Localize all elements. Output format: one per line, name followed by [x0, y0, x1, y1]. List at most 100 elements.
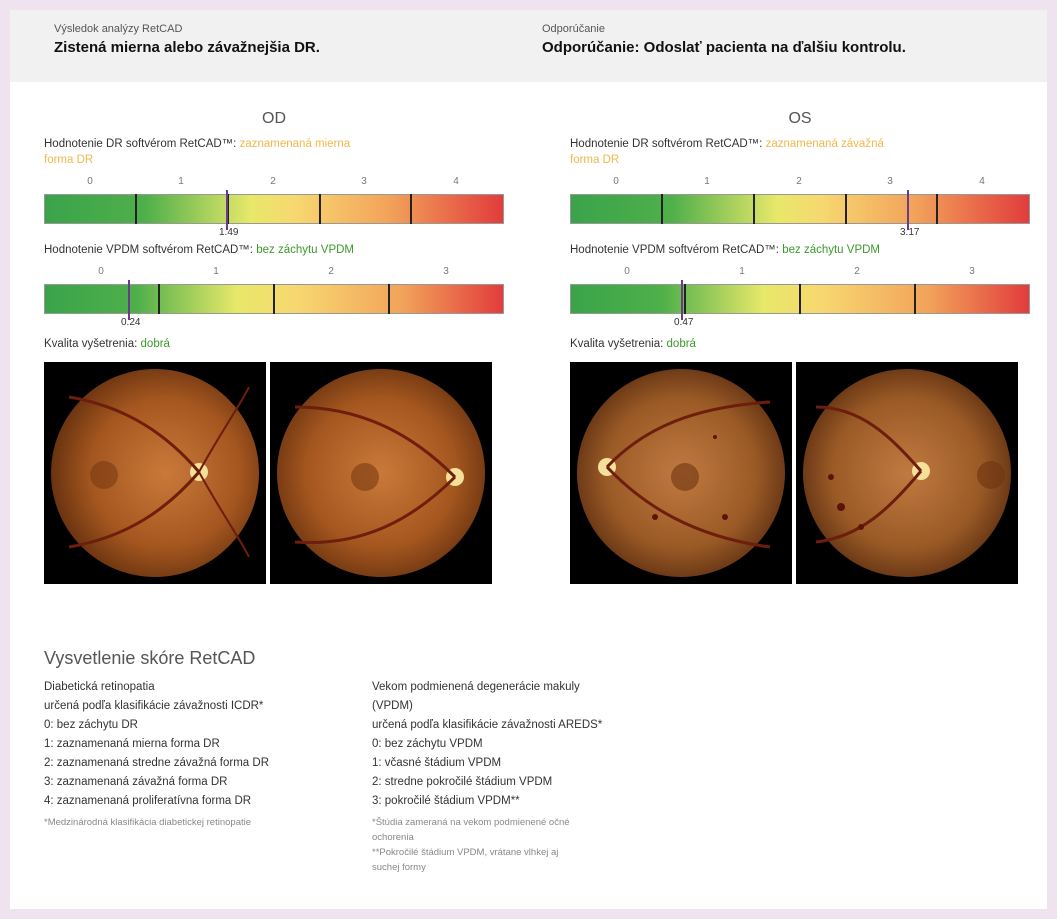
os-vpdm-divider	[684, 284, 686, 314]
result-header: Výsledok analýzy RetCAD Zistená mierna a…	[10, 10, 1047, 82]
os-vpdm-tick-2: 2	[854, 266, 860, 277]
legend-dr: Diabetická retinopatia určená podľa klas…	[44, 678, 364, 830]
od-fundus-image-2[interactable]	[270, 362, 492, 584]
legend-dr-heading: Diabetická retinopatia	[44, 681, 155, 693]
os-dr-divider	[936, 194, 938, 224]
analysis-result-text: Zistená mierna alebo závažnejšia DR.	[54, 39, 320, 56]
legend-vpdm-item: 2: stredne pokročilé štádium VPDM	[372, 776, 553, 788]
legend-vpdm-heading: Vekom podmienená degenerácie makuly	[372, 681, 580, 693]
od-vpdm-heading: Hodnotenie VPDM softvérom RetCAD™: bez z…	[44, 242, 504, 258]
od-column: OD Hodnotenie DR softvérom RetCAD™: zazn…	[44, 110, 504, 584]
fundus-image	[51, 369, 259, 577]
os-title: OS	[788, 110, 812, 127]
os-dr-divider	[845, 194, 847, 224]
os-fundus-image-1[interactable]	[570, 362, 792, 584]
os-vpdm-score-marker	[681, 280, 683, 320]
legend-dr-item: 3: zaznamenaná závažná forma DR	[44, 776, 228, 788]
od-vpdm-divider	[388, 284, 390, 314]
os-quality: Kvalita vyšetrenia: dobrá	[570, 336, 1030, 352]
od-quality: Kvalita vyšetrenia: dobrá	[44, 336, 504, 352]
os-dr-tick-0: 0	[613, 176, 619, 187]
od-vpdm-tick-2: 2	[328, 266, 334, 277]
fundus-image	[803, 369, 1011, 577]
os-vpdm-divider	[799, 284, 801, 314]
legend-dr-note: *Medzinárodná klasifikácia diabetickej r…	[44, 817, 252, 828]
od-dr-divider	[135, 194, 137, 224]
recommendation-block: Odporúčanie Odporúčanie: Odoslať pacient…	[542, 23, 906, 56]
od-quality-value: dobrá	[140, 338, 170, 350]
od-fundus-photos	[44, 362, 504, 584]
os-vpdm-divider	[914, 284, 916, 314]
fundus-image	[277, 369, 485, 577]
os-dr-scale: 0 1 2 3 4 3.17	[570, 172, 1030, 238]
od-vpdm-tick-0: 0	[98, 266, 104, 277]
od-dr-divider	[319, 194, 321, 224]
od-dr-score-value: 1.49	[219, 227, 239, 238]
od-fundus-image-1[interactable]	[44, 362, 266, 584]
legend-vpdm-item: 3: pokročilé štádium VPDM**	[372, 795, 520, 807]
od-dr-prefix: Hodnotenie DR softvérom RetCAD™:	[44, 138, 237, 150]
os-dr-score-value: 3.17	[900, 227, 920, 238]
os-dr-tick-3: 3	[887, 176, 893, 187]
os-dr-score-marker	[907, 190, 909, 230]
os-column: OS Hodnotenie DR softvérom RetCAD™: zazn…	[570, 110, 1030, 584]
legend-title: Vysvetlenie skóre RetCAD	[44, 648, 256, 668]
os-dr-status: zaznamenaná závažná	[765, 138, 884, 150]
os-dr-tick-1: 1	[704, 176, 710, 187]
od-vpdm-scale: 0 1 2 3 0.24	[44, 262, 504, 328]
os-dr-divider	[661, 194, 663, 224]
report-page: Výsledok analýzy RetCAD Zistená mierna a…	[10, 10, 1047, 909]
od-dr-bar	[44, 194, 504, 224]
legend-vpdm-subheading: určená podľa klasifikácie závažnosti ARE…	[372, 719, 603, 731]
od-dr-score-marker	[226, 190, 228, 230]
od-dr-divider	[410, 194, 412, 224]
legend-dr-subheading: určená podľa klasifikácie závažnosti ICD…	[44, 700, 264, 712]
score-explanation: Vysvetlenie skóre RetCAD Diabetická reti…	[44, 648, 1024, 873]
os-vpdm-prefix: Hodnotenie VPDM softvérom RetCAD™:	[570, 244, 779, 256]
od-dr-tick-3: 3	[361, 176, 367, 187]
analysis-result-block: Výsledok analýzy RetCAD Zistená mierna a…	[54, 23, 320, 56]
od-vpdm-tick-3: 3	[443, 266, 449, 277]
od-vpdm-tick-1: 1	[213, 266, 219, 277]
os-dr-tick-4: 4	[979, 176, 985, 187]
os-dr-bar	[570, 194, 1030, 224]
os-quality-value: dobrá	[666, 338, 696, 350]
os-quality-label: Kvalita vyšetrenia:	[570, 338, 664, 350]
od-vpdm-divider	[158, 284, 160, 314]
recommendation-text: Odporúčanie: Odoslať pacienta na ďalšiu …	[542, 39, 906, 56]
os-vpdm-tick-0: 0	[624, 266, 630, 277]
os-vpdm-status: bez záchytu VPDM	[782, 244, 880, 256]
os-dr-status-2: forma DR	[570, 154, 620, 166]
analysis-result-label: Výsledok analýzy RetCAD	[54, 23, 183, 35]
os-fundus-image-2[interactable]	[796, 362, 1018, 584]
od-vpdm-prefix: Hodnotenie VPDM softvérom RetCAD™:	[44, 244, 253, 256]
od-dr-tick-1: 1	[178, 176, 184, 187]
legend-vpdm-item: 0: bez záchytu VPDM	[372, 738, 483, 750]
legend-vpdm-note: ochorenia	[372, 832, 414, 843]
legend-vpdm-note: *Štúdia zameraná na vekom podmienené očn…	[372, 817, 570, 828]
legend-dr-item: 4: zaznamenaná proliferatívna forma DR	[44, 795, 252, 807]
legend-dr-item: 1: zaznamenaná mierna forma DR	[44, 738, 220, 750]
os-vpdm-score-value: 0.47	[674, 317, 694, 328]
legend-vpdm-item: 1: včasné štádium VPDM	[372, 757, 502, 769]
os-vpdm-tick-1: 1	[739, 266, 745, 277]
od-dr-scale: 0 1 2 3 4 1.49	[44, 172, 504, 238]
od-vpdm-score-value: 0.24	[121, 317, 141, 328]
legend-vpdm-note: suchej formy	[372, 862, 426, 873]
recommendation-label: Odporúčanie	[542, 23, 605, 35]
fundus-image	[577, 369, 785, 577]
od-dr-tick-0: 0	[87, 176, 93, 187]
od-title: OD	[262, 110, 286, 127]
os-dr-tick-2: 2	[796, 176, 802, 187]
os-dr-divider	[753, 194, 755, 224]
os-dr-prefix: Hodnotenie DR softvérom RetCAD™:	[570, 138, 763, 150]
od-dr-status-2: forma DR	[44, 154, 94, 166]
os-fundus-photos	[570, 362, 1030, 584]
os-vpdm-heading: Hodnotenie VPDM softvérom RetCAD™: bez z…	[570, 242, 1030, 258]
os-dr-heading: Hodnotenie DR softvérom RetCAD™: zazname…	[570, 136, 1030, 168]
os-vpdm-tick-3: 3	[969, 266, 975, 277]
od-dr-divider	[227, 194, 229, 224]
od-vpdm-divider	[273, 284, 275, 314]
od-vpdm-score-marker	[128, 280, 130, 320]
legend-vpdm-note: **Pokročilé štádium VPDM, vrátane vlhkej…	[372, 847, 559, 858]
